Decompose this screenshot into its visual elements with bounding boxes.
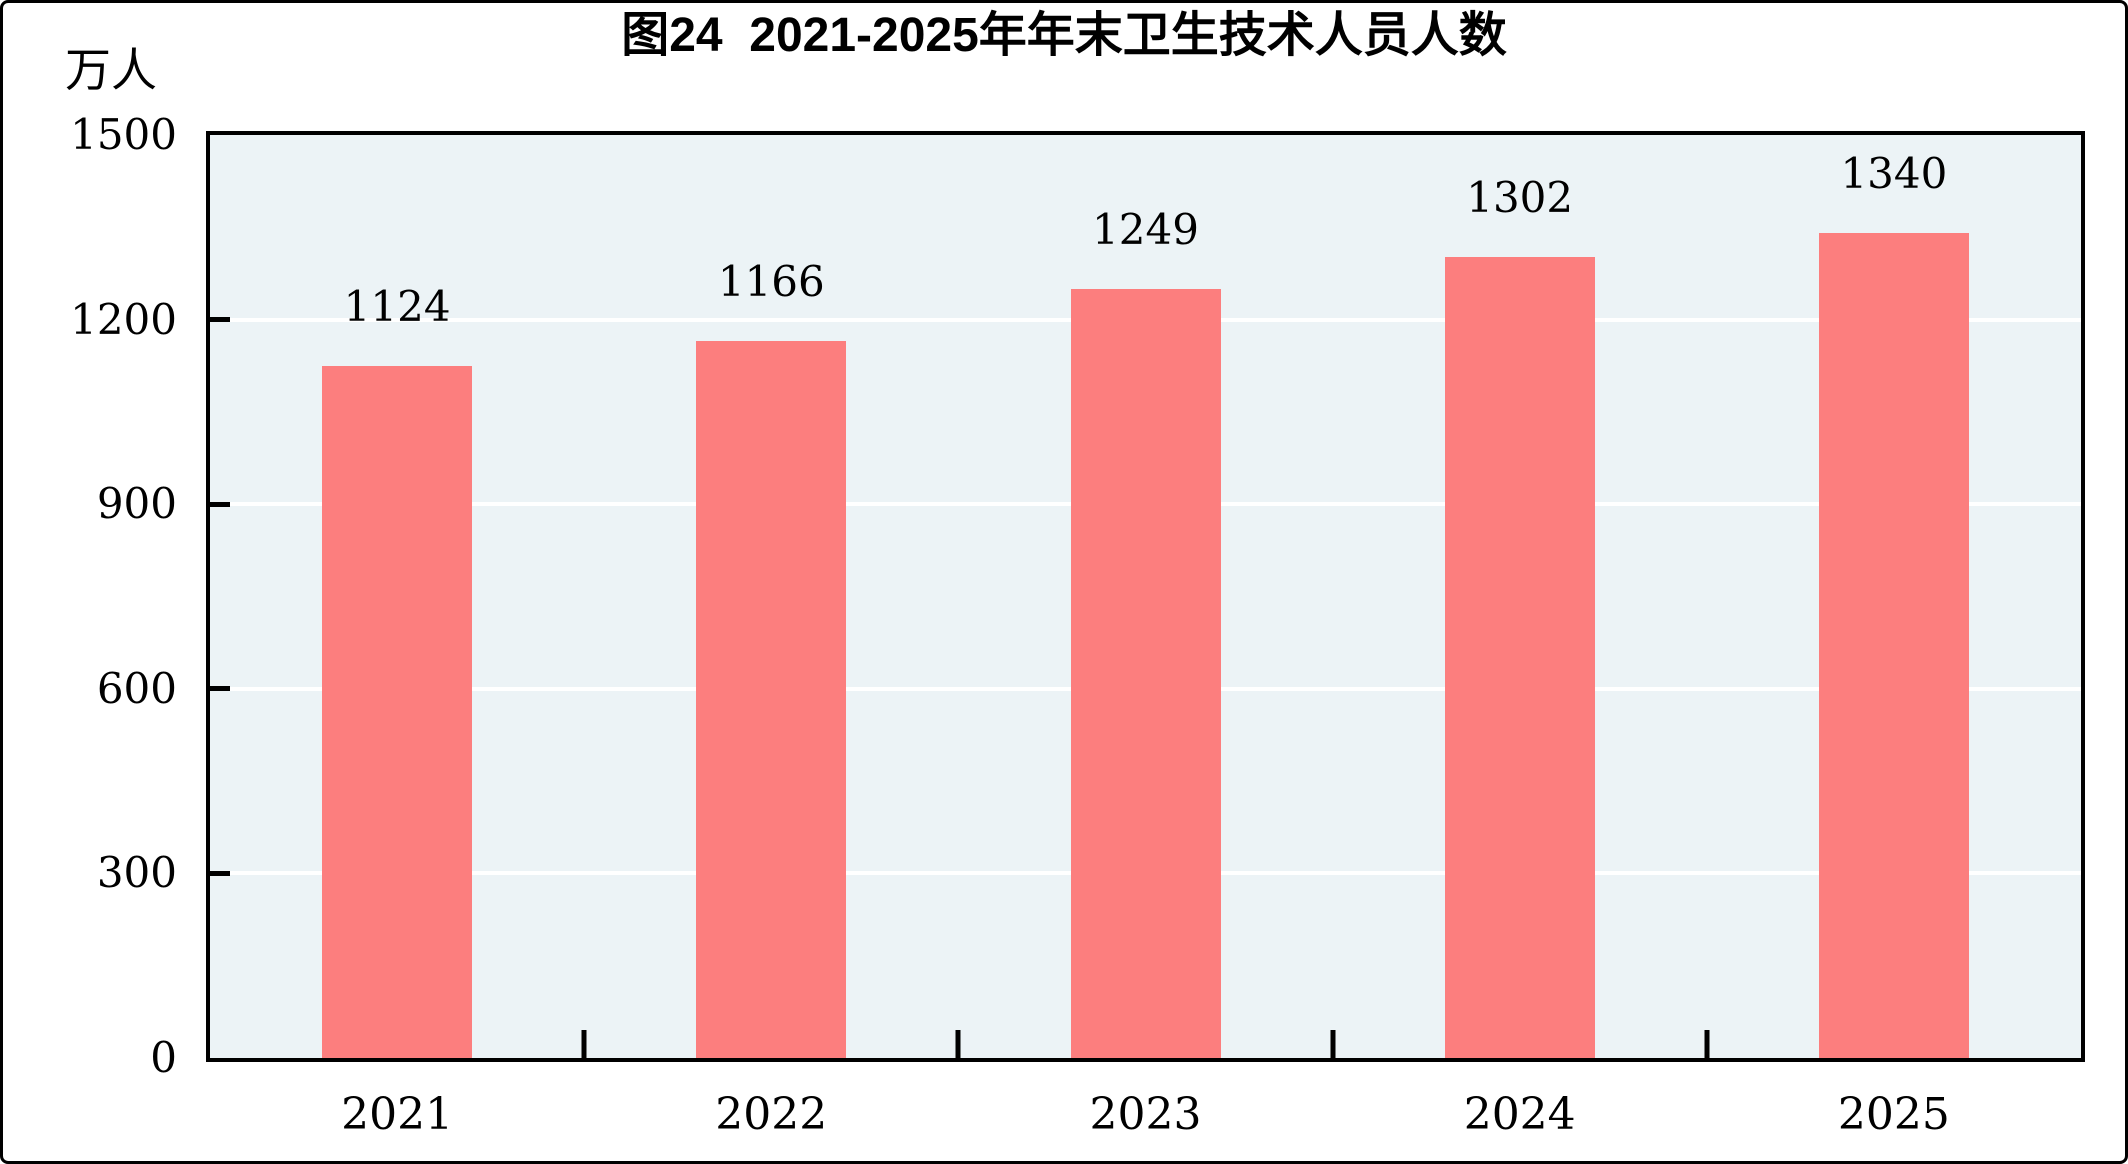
x-tick-label-2025: 2025 bbox=[1837, 1089, 1950, 1140]
x-tick-label-2024: 2024 bbox=[1463, 1089, 1576, 1140]
x-tick-mark-1 bbox=[581, 1030, 587, 1058]
y-tick-label-1200: 1200 bbox=[70, 294, 177, 344]
bar-value-label-2023: 1249 bbox=[1092, 205, 1199, 255]
bar-2025 bbox=[1818, 233, 1969, 1058]
y-tick-label-900: 900 bbox=[96, 479, 177, 529]
x-tick-label-2023: 2023 bbox=[1089, 1089, 1202, 1140]
y-tick-mark-300 bbox=[210, 870, 230, 876]
y-tick-mark-600 bbox=[210, 686, 230, 692]
y-axis-unit-label: 万人 bbox=[65, 43, 157, 97]
x-tick-mark-3 bbox=[1330, 1030, 1336, 1058]
y-tick-label-0: 0 bbox=[150, 1033, 177, 1082]
y-tick-mark-900 bbox=[210, 501, 230, 507]
x-tick-label-2021: 2021 bbox=[341, 1089, 454, 1140]
y-tick-label-300: 300 bbox=[96, 848, 177, 898]
y-tick-label-600: 600 bbox=[96, 663, 177, 713]
bar-value-label-2024: 1302 bbox=[1466, 172, 1574, 222]
bar-value-label-2025: 1340 bbox=[1840, 149, 1948, 199]
y-tick-mark-1200 bbox=[210, 317, 230, 323]
bar-2023 bbox=[1070, 289, 1221, 1058]
x-tick-mark-4 bbox=[1704, 1030, 1710, 1058]
x-tick-label-2022: 2022 bbox=[715, 1089, 828, 1140]
bar-value-label-2021: 1124 bbox=[343, 282, 451, 332]
chart-title: 图24 2021-2025年年末卫生技术人员人数 bbox=[621, 9, 1507, 62]
bar-value-label-2022: 1166 bbox=[717, 256, 825, 306]
bar-2021 bbox=[322, 366, 473, 1058]
y-tick-label-1500: 1500 bbox=[70, 110, 177, 159]
bar-2022 bbox=[696, 340, 847, 1058]
bar-2024 bbox=[1444, 256, 1595, 1058]
x-tick-mark-2 bbox=[955, 1030, 961, 1058]
plot-area: 1124 1166 1249 1302 1340 bbox=[206, 131, 2085, 1062]
